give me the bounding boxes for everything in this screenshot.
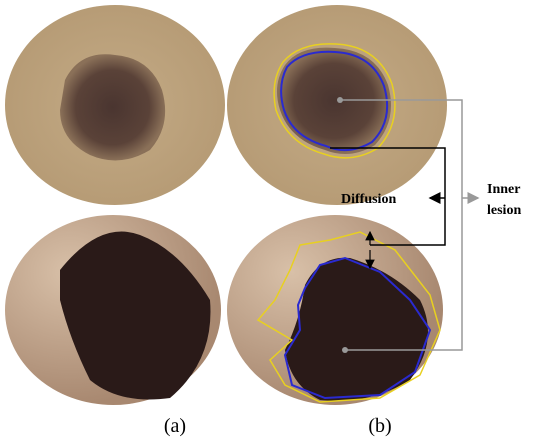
label: Diffusion	[341, 192, 396, 207]
figure: Diffusion Inner lesion (a) (b)	[0, 0, 538, 438]
label: lesion	[487, 203, 521, 218]
caption: (a)	[164, 415, 186, 437]
lesion	[60, 54, 165, 160]
label: Inner	[487, 182, 520, 197]
caption: (b)	[368, 415, 391, 437]
